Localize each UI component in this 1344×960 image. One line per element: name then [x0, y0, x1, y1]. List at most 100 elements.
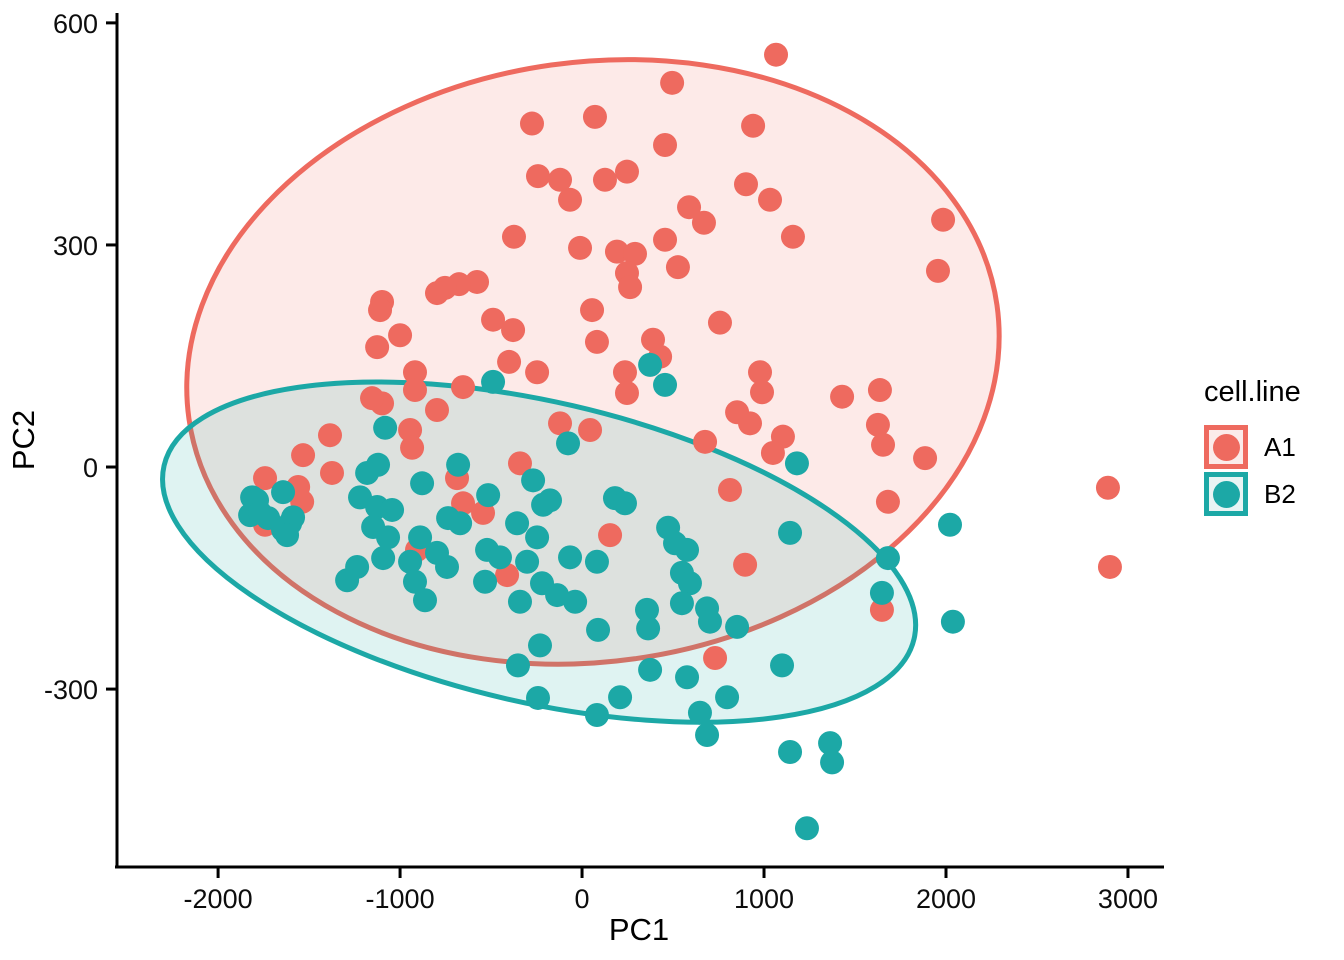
a1-point-icon: [1212, 433, 1240, 461]
data-point-a1: [869, 597, 894, 622]
ellipse-b2: [160, 379, 919, 725]
data-point-b2: [476, 483, 501, 508]
data-point-a1: [875, 489, 900, 514]
data-point-a1: [318, 423, 343, 448]
y-tick-label: -300: [44, 675, 98, 705]
data-point-a1: [612, 360, 637, 385]
data-point-a1: [507, 451, 532, 476]
data-point-b2: [778, 520, 803, 545]
legend-entry-a1: A1: [1204, 425, 1301, 469]
data-point-a1: [501, 224, 526, 249]
data-point-a1: [830, 384, 855, 409]
data-point-b2: [505, 511, 530, 536]
legend: cell.line A1 B2: [1204, 376, 1301, 519]
data-point-a1: [741, 113, 766, 138]
data-point-a1: [402, 360, 427, 385]
legend-label-b2: B2: [1264, 478, 1296, 509]
data-point-b2: [875, 546, 900, 571]
data-point-a1: [398, 418, 423, 443]
data-point-b2: [538, 488, 563, 513]
data-point-a1: [764, 42, 789, 67]
data-point-b2: [408, 525, 433, 550]
data-point-b2: [481, 369, 506, 394]
data-point-b2: [398, 549, 423, 574]
data-point-a1: [913, 446, 938, 471]
data-point-b2: [584, 549, 609, 574]
data-point-b2: [612, 491, 637, 516]
x-tick-label: -1000: [366, 884, 435, 914]
data-point-b2: [556, 431, 581, 456]
data-point-b2: [725, 614, 750, 639]
data-point-a1: [758, 187, 783, 212]
data-point-b2: [558, 545, 583, 570]
data-point-b2: [371, 546, 396, 571]
data-point-b2: [373, 415, 398, 440]
data-point-b2: [608, 685, 633, 710]
data-point-b2: [335, 568, 360, 593]
y-tick-label: 300: [53, 231, 98, 261]
data-point-a1: [481, 307, 506, 332]
data-point-b2: [507, 589, 532, 614]
data-point-a1: [360, 386, 385, 411]
data-point-a1: [451, 491, 476, 516]
legend-title: cell.line: [1204, 376, 1301, 408]
data-point-b2: [869, 580, 894, 605]
data-point-b2: [376, 525, 401, 550]
data-point-b2: [687, 700, 712, 725]
data-point-a1: [568, 235, 593, 260]
data-point-b2: [695, 722, 720, 747]
data-point-a1: [580, 298, 605, 323]
legend-entry-b2: B2: [1204, 472, 1301, 516]
data-point-a1: [402, 378, 427, 403]
data-point-b2: [435, 554, 460, 579]
legend-key-b2-icon: [1204, 472, 1248, 516]
data-point-b2: [563, 589, 588, 614]
data-point-a1: [734, 172, 759, 197]
data-point-a1: [598, 523, 623, 548]
data-point-a1: [867, 378, 892, 403]
data-point-b2: [697, 609, 722, 634]
data-point-a1: [320, 460, 345, 485]
data-point-b2: [410, 471, 435, 496]
data-point-b2: [636, 616, 661, 641]
data-point-b2: [505, 653, 530, 678]
data-point-b2: [669, 591, 694, 616]
data-point-a1: [677, 195, 702, 220]
data-point-a1: [604, 239, 629, 264]
data-point-a1: [865, 412, 890, 437]
data-point-a1: [365, 335, 390, 360]
data-point-a1: [618, 275, 643, 300]
data-point-a1: [400, 435, 425, 460]
data-point-b2: [515, 549, 540, 574]
data-point-b2: [584, 702, 609, 727]
data-point-a1: [871, 432, 896, 457]
data-point-b2: [638, 657, 663, 682]
data-point-b2: [715, 685, 740, 710]
data-point-b2: [380, 497, 405, 522]
y-axis-title: PC2: [6, 410, 41, 470]
data-point-a1: [519, 111, 544, 136]
legend-key-a1-icon: [1204, 425, 1248, 469]
data-point-a1: [931, 207, 956, 232]
x-tick-label: 2000: [916, 884, 976, 914]
y-tick-label: 0: [83, 453, 98, 483]
data-point-a1: [780, 224, 805, 249]
data-point-b2: [677, 571, 702, 596]
data-point-a1: [558, 187, 583, 212]
data-point-a1: [738, 411, 763, 436]
data-point-a1: [653, 133, 678, 158]
data-point-a1: [578, 418, 603, 443]
data-point-a1: [717, 477, 742, 502]
data-point-a1: [548, 411, 573, 436]
data-point-b2: [528, 633, 553, 658]
data-point-b2: [675, 665, 700, 690]
legend-label-a1: A1: [1264, 431, 1296, 462]
data-point-a1: [425, 281, 450, 306]
data-point-a1: [526, 164, 551, 189]
data-point-a1: [582, 104, 607, 129]
data-point-a1: [748, 360, 773, 385]
data-point-a1: [368, 298, 393, 323]
data-point-b2: [818, 731, 843, 756]
data-point-b2: [770, 653, 795, 678]
